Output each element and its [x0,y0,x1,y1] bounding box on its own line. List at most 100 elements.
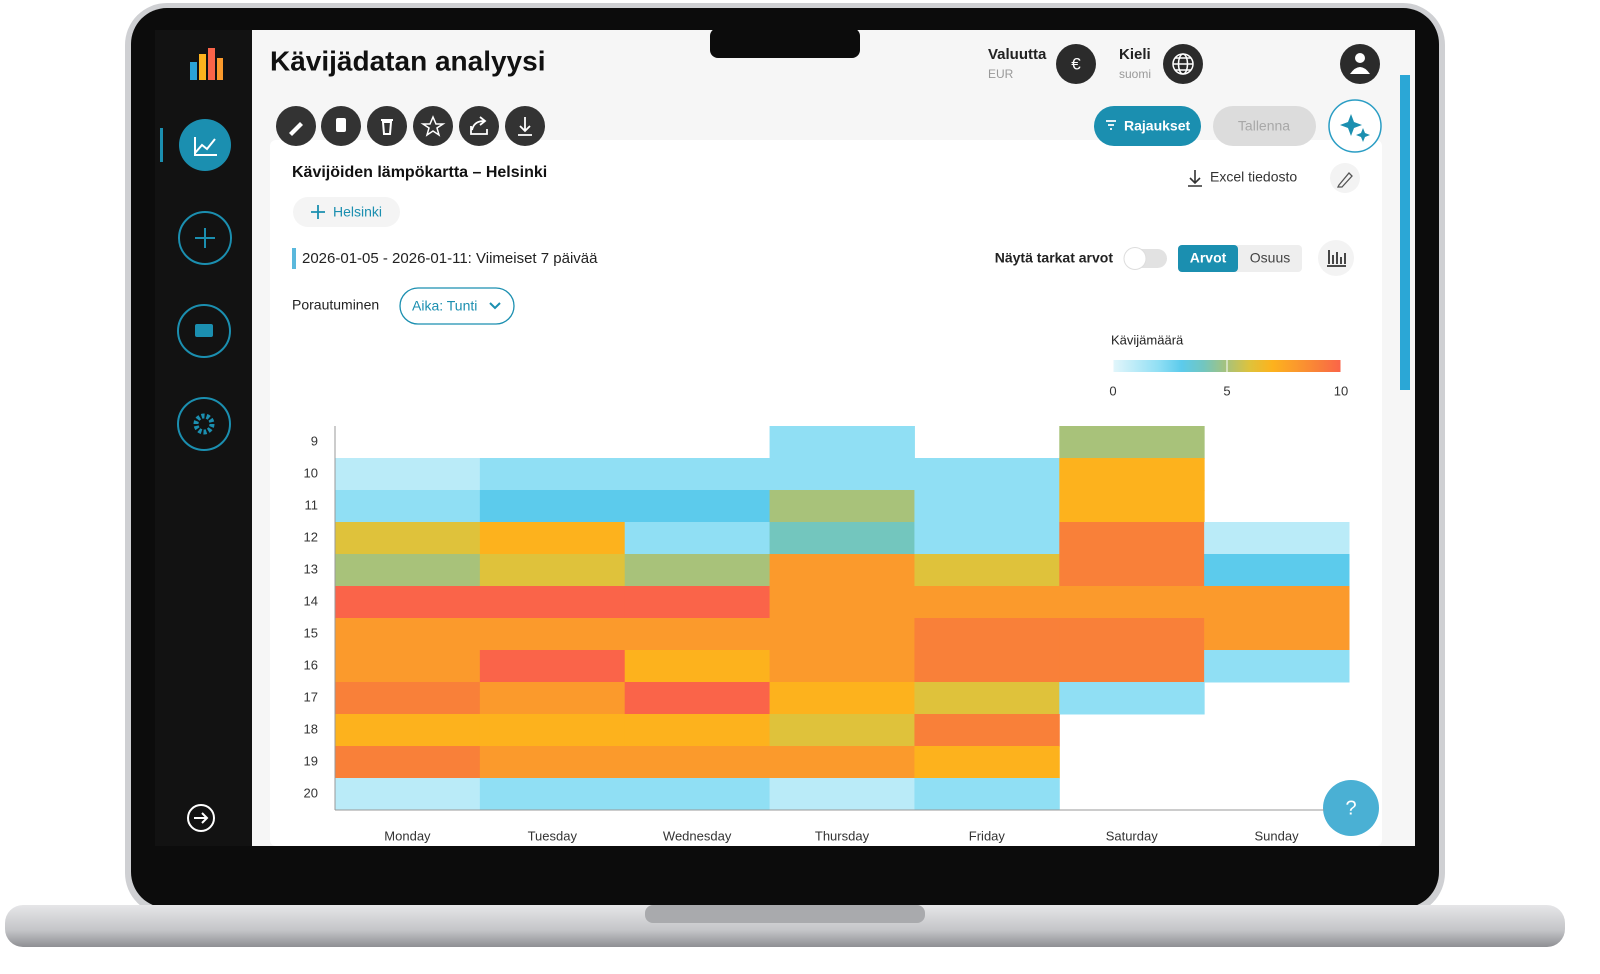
share-button[interactable] [459,106,499,146]
heat-cell [914,458,1060,491]
nav-add[interactable] [178,211,232,265]
mode-values-label: Arvot [1190,250,1227,266]
heat-cell [769,682,915,715]
y-tick-label: 11 [305,497,319,512]
mode-share-label[interactable]: Osuus [1250,250,1290,266]
drilldown-dropdown[interactable] [399,287,515,325]
colorbar-tick-label: 0 [1109,383,1116,398]
filter-icon [1106,120,1116,130]
heat-cell [769,746,915,779]
save-label: Tallenna [1238,118,1290,134]
heat-cell [914,618,1060,651]
analytics-icon [194,137,217,156]
profile-button[interactable] [1340,44,1380,84]
favorite-button[interactable] [413,106,453,146]
toolbar-icons [276,106,545,146]
heat-cell [914,778,1060,811]
heat-cell [1059,490,1205,523]
x-tick-label: Saturday [1106,828,1159,843]
add-icon [195,228,215,248]
location-chip[interactable] [293,197,400,227]
heat-cell [624,490,771,523]
currency-label: Valuutta [988,46,1047,63]
heat-cell [914,682,1060,715]
heat-cell [769,426,915,459]
heat-cell [769,490,915,523]
heat-cell [624,682,771,715]
heat-cell [1059,554,1205,587]
excel-link[interactable]: Excel tiedosto [1210,169,1297,185]
heat-cell [624,522,771,555]
x-tick-label: Friday [969,828,1006,843]
heat-cell [1059,458,1205,491]
exact-values-label: Näytä tarkat arvot [995,250,1114,266]
share-icon [470,116,488,135]
y-tick-label: 18 [304,721,318,736]
heat-cell [479,522,626,555]
heatmap: 9 10 11 12 13 14 15 16 17 18 19 20 Monday Tuesday Wedn… [304,332,1350,843]
active-indicator [160,128,163,162]
heat-cell [335,490,481,523]
heat-cell [1059,426,1205,459]
heat-cell [624,746,771,779]
heat-cell [769,650,915,683]
colorbar-tick-label: 5 [1223,383,1230,398]
filters-label: Rajaukset [1124,118,1190,134]
heat-cell [1059,650,1205,683]
heat-cell [624,554,771,587]
heat-cell [479,650,626,683]
date-range: 2026-01-05 - 2026-01-11: Viimeiset 7 päi… [302,250,598,267]
date-accent [292,248,296,269]
help-button[interactable] [1323,780,1379,836]
heat-cell [769,778,915,811]
save-button[interactable] [1213,106,1316,146]
logout-icon [194,812,209,824]
currency-button[interactable] [1056,44,1096,84]
y-tick-label: 12 [304,529,318,544]
nav-messages[interactable] [177,304,231,358]
nav-analytics[interactable] [179,119,231,171]
delete-icon [381,119,393,135]
x-tick-label: Sunday [1255,828,1300,843]
heat-cell [914,490,1060,523]
heat-cell [479,554,626,587]
heat-cell [335,746,481,779]
chart-type-button[interactable] [1318,240,1354,276]
currency-value: EUR [988,67,1014,81]
edit-icon [289,122,303,136]
delete-button[interactable] [367,106,407,146]
currency-symbol: € [1071,54,1081,73]
x-tick-label: Tuesday [528,828,578,843]
heat-cell [769,522,915,555]
base-notch [645,905,925,923]
heat-cell [335,522,481,555]
heat-cell [914,586,1060,619]
heat-cell [769,586,915,619]
chart-type-icon [1327,250,1346,267]
y-tick-label: 20 [304,785,318,800]
chevron [489,302,501,310]
sparkle-icon [1340,114,1370,142]
toggle-knob [1123,247,1147,270]
y-tick-label: 17 [304,689,318,704]
card-title: Kävijöiden lämpökartta – Helsinki [292,164,547,181]
nav-settings[interactable] [177,397,231,451]
heat-cell [335,682,481,715]
heat-cell [479,490,626,523]
mode-values-button[interactable] [1178,245,1238,272]
page-title: Kävijädatan analyysi [270,45,545,76]
logout[interactable] [187,804,215,832]
heat-cell [914,522,1060,555]
chip-plus [311,205,325,219]
star-icon [420,115,446,137]
heat-cell [624,714,771,747]
drilldown-value: Aika: Tunti [412,298,477,314]
heat-cell [335,714,481,747]
filters-button[interactable] [1094,106,1201,146]
logo [190,48,223,80]
heat-cell [479,458,626,491]
base [5,905,1565,947]
scrollbar [1400,75,1410,390]
heat-cell [479,714,626,747]
